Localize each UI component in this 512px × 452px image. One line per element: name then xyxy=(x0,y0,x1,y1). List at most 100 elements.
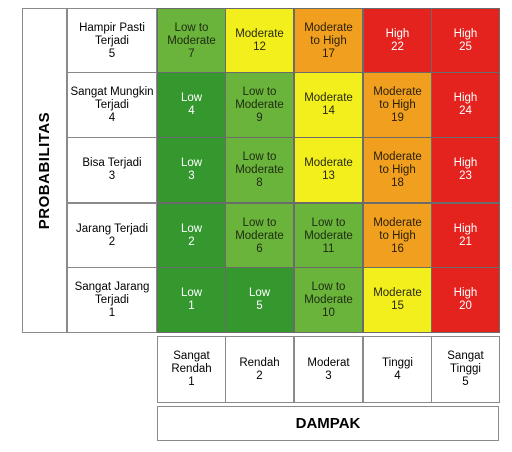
risk-cell: High 20 xyxy=(431,267,500,333)
probability-label: Hampir Pasti Terjadi 5 xyxy=(67,8,157,74)
risk-cell-level-line: Low to xyxy=(242,85,277,98)
probability-label-line: 3 xyxy=(108,170,116,182)
probability-label-line: Hampir Pasti xyxy=(79,21,145,34)
risk-cell: Low to Moderate 9 xyxy=(225,72,294,138)
impact-label: Rendah 2 xyxy=(225,336,294,403)
risk-score: 15 xyxy=(391,300,404,312)
probability-label: Sangat Mungkin Terjadi 4 xyxy=(67,72,157,138)
risk-cell-level-line: High xyxy=(453,287,478,299)
risk-cell-level-line: Moderate xyxy=(304,229,353,242)
risk-score: 3 xyxy=(188,170,195,182)
risk-cell-level-line: to High xyxy=(379,163,416,176)
impact-label-line: Tinggi xyxy=(450,363,481,375)
risk-cell-level-line: Low xyxy=(180,287,203,299)
risk-score: 21 xyxy=(459,236,472,248)
risk-cell-level-line: Low to xyxy=(311,216,346,229)
impact-axis-title-text: DAMPAK xyxy=(295,415,361,432)
probability-label: Sangat Jarang Terjadi 1 xyxy=(67,267,157,333)
risk-cell-level-line: Moderate xyxy=(235,28,284,40)
risk-cell: Moderate 15 xyxy=(363,267,432,333)
risk-score: 5 xyxy=(256,300,263,312)
risk-score: 14 xyxy=(322,105,335,117)
risk-cell-level-line: Moderate xyxy=(373,150,422,163)
risk-cell-level-line: to High xyxy=(379,98,416,111)
risk-cell: Moderate to High 18 xyxy=(363,137,432,203)
risk-cell-level-line: Moderate xyxy=(304,92,353,104)
risk-cell-level-line: Moderate xyxy=(304,21,353,34)
probability-label-line: 1 xyxy=(108,306,116,319)
risk-cell-level-line: Moderate xyxy=(373,287,422,299)
risk-cell-level-line: Moderate xyxy=(235,229,284,242)
probability-axis-title: PROBABILITAS xyxy=(22,8,67,333)
risk-score: 20 xyxy=(459,300,472,312)
impact-label-line: Rendah xyxy=(171,363,212,375)
impact-label: Sangat Tinggi 5 xyxy=(431,336,500,403)
impact-label-line: 5 xyxy=(462,376,469,388)
risk-cell: High 23 xyxy=(431,137,500,203)
risk-cell-level-line: Low to xyxy=(174,21,209,34)
impact-label: Sangat Rendah 1 xyxy=(157,336,226,403)
impact-label-line: 2 xyxy=(256,369,263,382)
risk-cell: High 24 xyxy=(431,72,500,138)
risk-cell-level-line: High xyxy=(385,28,410,40)
risk-score: 25 xyxy=(459,41,472,53)
risk-cell-level-line: Low to xyxy=(311,280,346,293)
risk-cell: High 21 xyxy=(431,203,500,269)
risk-cell: Low to Moderate 10 xyxy=(294,267,363,333)
risk-cell: High 25 xyxy=(431,8,500,74)
probability-label-line: 5 xyxy=(108,47,116,60)
risk-cell-level-line: to High xyxy=(310,34,347,47)
risk-score: 22 xyxy=(391,41,404,53)
risk-cell-level-line: Low xyxy=(180,92,203,104)
probability-label-line: Terjadi xyxy=(95,98,129,111)
risk-score: 16 xyxy=(391,242,404,255)
impact-label-line: Rendah xyxy=(239,356,280,369)
risk-cell: Moderate to High 16 xyxy=(363,203,432,269)
risk-score: 1 xyxy=(188,300,195,312)
risk-cell: Low to Moderate 8 xyxy=(225,137,294,203)
impact-label-line: Sangat xyxy=(447,350,484,362)
risk-cell: Low to Moderate 6 xyxy=(225,203,294,269)
impact-label-line: 3 xyxy=(325,369,332,382)
risk-cell-level-line: Moderate xyxy=(235,98,284,111)
impact-label-line: Moderat xyxy=(307,356,350,369)
risk-cell: Moderate 12 xyxy=(225,8,294,74)
probability-label-line: Terjadi xyxy=(95,293,129,306)
risk-score: 18 xyxy=(391,176,404,189)
risk-cell: Moderate 14 xyxy=(294,72,363,138)
risk-cell: Moderate 13 xyxy=(294,137,363,203)
probability-label-line: Sangat Jarang xyxy=(74,280,150,293)
risk-cell-level-line: High xyxy=(453,223,478,235)
risk-cell: High 22 xyxy=(363,8,432,74)
risk-cell: Low 2 xyxy=(157,203,226,269)
risk-score: 6 xyxy=(256,242,263,255)
impact-label-line: 1 xyxy=(188,376,195,388)
risk-cell-level-line: Moderate xyxy=(373,216,422,229)
probability-label: Jarang Terjadi 2 xyxy=(67,203,157,269)
impact-axis-title: DAMPAK xyxy=(157,406,499,441)
risk-score: 7 xyxy=(188,47,195,60)
impact-label-line: Tinggi xyxy=(382,356,413,369)
impact-label-line: 4 xyxy=(394,369,401,382)
risk-score: 9 xyxy=(256,111,263,124)
risk-score: 12 xyxy=(253,41,266,53)
risk-score: 4 xyxy=(188,105,195,117)
risk-cell-level-line: to High xyxy=(379,229,416,242)
risk-cell-level-line: Low to xyxy=(242,216,277,229)
risk-cell-level-line: High xyxy=(453,28,478,40)
risk-cell-level-line: Moderate xyxy=(167,34,216,47)
risk-cell: Low to Moderate 7 xyxy=(157,8,226,74)
probability-label-line: 2 xyxy=(108,236,116,248)
risk-cell-level-line: Moderate xyxy=(235,163,284,176)
probability-label-line: Sangat Mungkin xyxy=(70,85,154,98)
risk-score: 2 xyxy=(188,236,195,248)
risk-score: 24 xyxy=(459,105,472,117)
risk-cell-level-line: Low xyxy=(248,287,271,299)
risk-cell: Low 3 xyxy=(157,137,226,203)
impact-label-line: Sangat xyxy=(173,350,210,362)
probability-label-line: Jarang Terjadi xyxy=(75,223,149,235)
probability-label-line: Terjadi xyxy=(95,34,129,47)
impact-label: Tinggi 4 xyxy=(363,336,432,403)
risk-score: 19 xyxy=(391,111,404,124)
